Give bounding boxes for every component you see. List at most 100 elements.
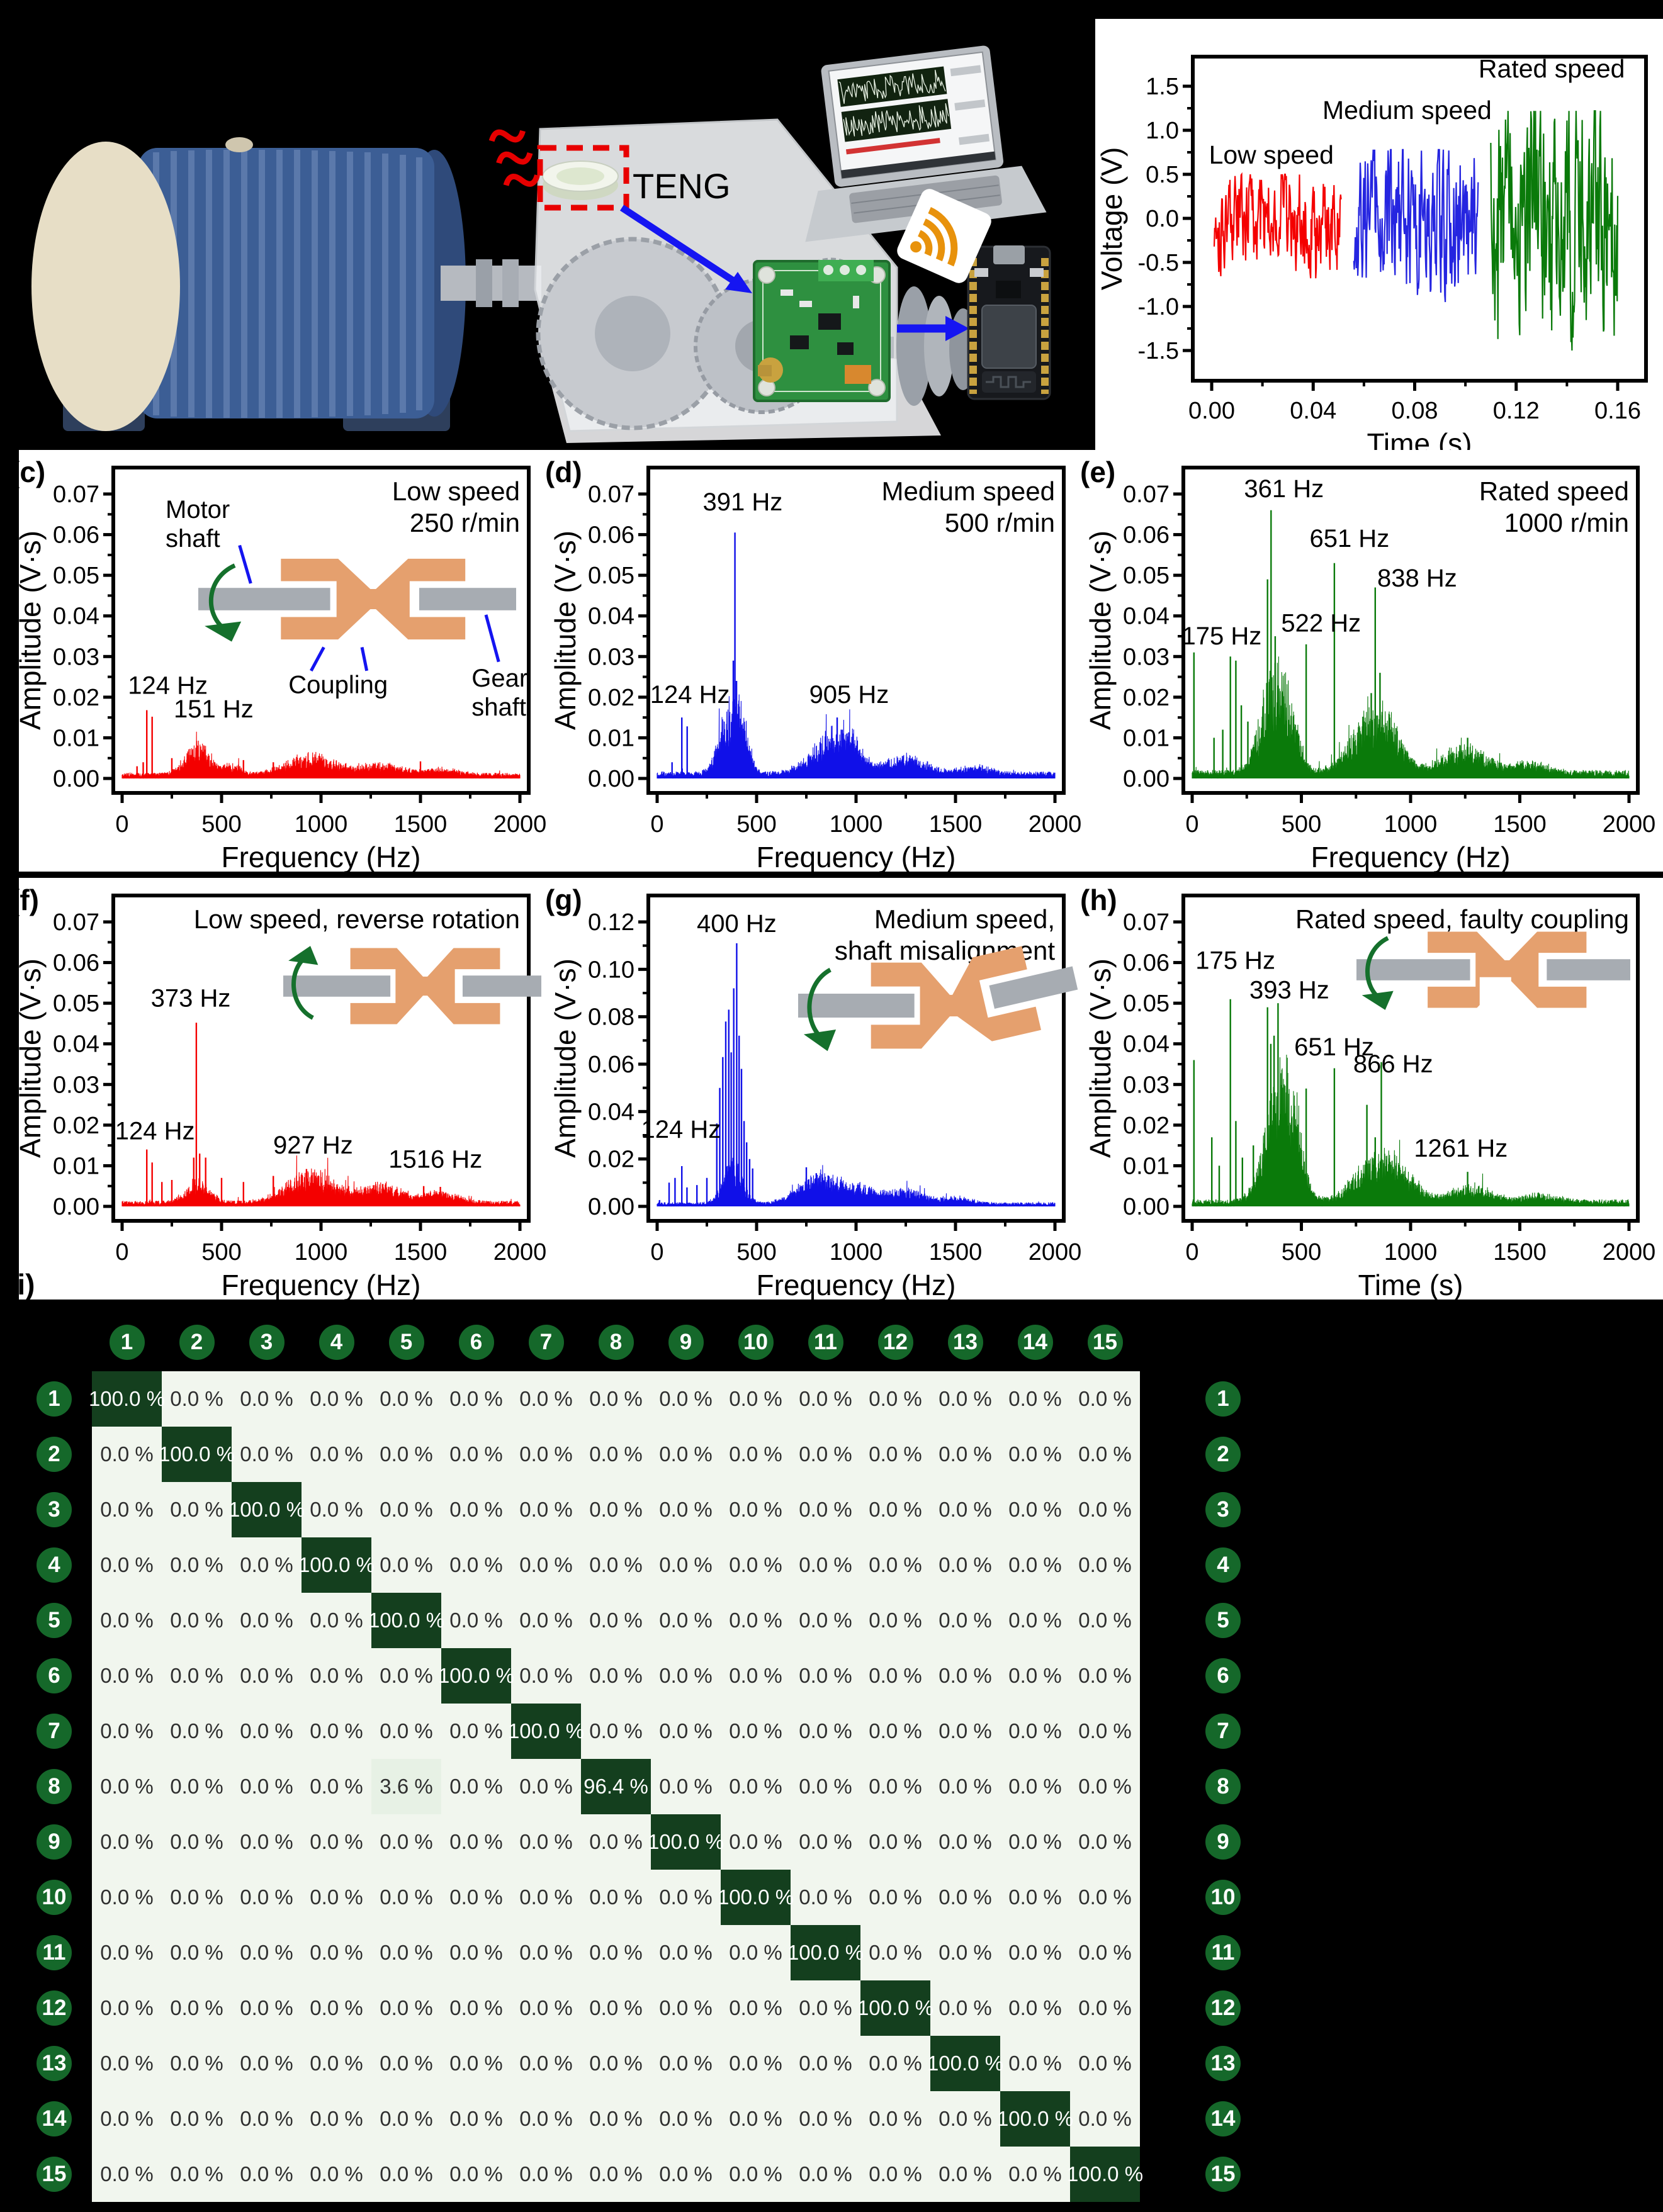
matrix-cell: 0.0 %: [729, 2107, 782, 2130]
matrix-cell: 0.0 %: [100, 1719, 154, 1743]
matrix-cell: 0.0 %: [240, 1608, 293, 1632]
matrix-row-badge-right: 7: [1205, 1714, 1241, 1749]
matrix-cell: 0.0 %: [449, 1941, 503, 1964]
x-tick-label: 0: [1185, 1239, 1198, 1266]
matrix-cell: 0.0 %: [1078, 2052, 1132, 2075]
y-axis-title: Amplitude (V·s): [19, 958, 47, 1158]
y-axis-title: Amplitude (V·s): [1089, 958, 1117, 1158]
matrix-cell: 0.0 %: [729, 1387, 782, 1410]
x-tick-label: 2000: [493, 811, 547, 838]
matrix-cell: 0.0 %: [240, 1941, 293, 1964]
panel-b: 0.00 0.04 0.08 0.12 0.16 1.5 1.0 0.5 0.0 -0.5 -1.0…: [1095, 19, 1663, 463]
matrix-cell: 0.0 %: [100, 1608, 154, 1632]
x-tick-label: 500: [201, 811, 241, 838]
matrix-cell: 0.0 %: [310, 2107, 363, 2130]
x-tick-label: 500: [736, 811, 776, 838]
waveform-medium-speed: [1353, 149, 1479, 303]
matrix-cell: 0.0 %: [589, 1830, 643, 1853]
matrix-cell: 0.0 %: [659, 2162, 713, 2186]
matrix-cell: 0.0 %: [449, 2107, 503, 2130]
matrix-cell: 0.0 %: [1078, 1830, 1132, 1853]
panel-label-i: (i): [8, 1268, 35, 1301]
waveform-low-speed: [1213, 172, 1342, 279]
matrix-row-badge-right: 11: [1205, 1935, 1241, 1970]
y-tick-label: 1.0: [1146, 118, 1179, 144]
series-label: Rated speed: [1479, 54, 1625, 83]
spectrum-trace: [121, 731, 521, 779]
y-tick-label: 0.00: [588, 1194, 634, 1220]
x-tick-label: 1500: [929, 811, 983, 838]
matrix-cell: 100.0 %: [857, 1980, 933, 2036]
panel-title: 500 r/min: [945, 508, 1055, 537]
panel-title: Rated speed, faulty coupling: [1295, 904, 1629, 934]
matrix-cell: 0.0 %: [310, 2052, 363, 2075]
matrix-cell: 0.0 %: [589, 2052, 643, 2075]
matrix-cell: 0.0 %: [869, 1719, 922, 1743]
matrix-cell: 100.0 %: [508, 1704, 584, 1759]
peak-annotation: 651 Hz: [1309, 525, 1389, 553]
matrix-cell: 0.0 %: [100, 2107, 154, 2130]
matrix-cell: 0.0 %: [869, 2107, 922, 2130]
matrix-cell: 0.0 %: [659, 1885, 713, 1909]
panel-label-h: (h): [1080, 884, 1117, 916]
matrix-cell: 0.0 %: [240, 2107, 293, 2130]
matrix-cell: 0.0 %: [170, 1553, 223, 1576]
x-tick-label: 0: [1185, 811, 1198, 838]
x-tick-label: 2000: [1029, 1239, 1082, 1266]
teng-sensor: [542, 160, 619, 200]
matrix-cell: 0.0 %: [939, 2162, 992, 2186]
svg-text:shaft: shaft: [166, 525, 220, 553]
gear-shaft-rect: [419, 588, 516, 610]
matrix-cell: 0.0 %: [1008, 1996, 1062, 2019]
x-tick-label: 1000: [295, 1239, 348, 1266]
peak-annotation: 124 Hz: [115, 1117, 195, 1145]
y-tick-label: 0.05: [1123, 563, 1170, 589]
matrix-cell: 0.0 %: [939, 1608, 992, 1632]
y-tick-label: 0.04: [53, 604, 99, 630]
matrix-cell: 0.0 %: [380, 1996, 433, 2019]
svg-text:shaft: shaft: [471, 693, 526, 721]
matrix-cell: 100.0 %: [228, 1482, 305, 1537]
matrix-cell: 0.0 %: [869, 1941, 922, 1964]
y-axis-title: Amplitude (V·s): [554, 531, 582, 730]
peak-annotation: 651 Hz: [1294, 1033, 1374, 1061]
matrix-cell: 0.0 %: [310, 1608, 363, 1632]
y-tick-label: 0.04: [1123, 604, 1170, 630]
panel-e: 0 500 1000 1500 2000 0.00 0.01 0.02 0.03 0.04 0.05…: [1089, 450, 1663, 872]
matrix-cell: 0.0 %: [519, 2107, 573, 2130]
matrix-cell: 0.0 %: [659, 1553, 713, 1576]
matrix-cell: 0.0 %: [170, 1996, 223, 2019]
y-tick-label: 0.06: [588, 1052, 634, 1078]
matrix-row-badge-right: 15: [1205, 2157, 1241, 2192]
y-tick-label: 0.03: [588, 644, 634, 670]
matrix-cell: 0.0 %: [380, 1553, 433, 1576]
x-tick-label: 500: [1282, 811, 1321, 838]
matrix-cell: 0.0 %: [799, 1608, 852, 1632]
y-tick-label: 1.5: [1146, 74, 1179, 100]
y-tick-label: 0.01: [53, 725, 99, 751]
gear-shaft-label: Gear: [471, 665, 527, 692]
matrix-cell: 0.0 %: [519, 1498, 573, 1521]
matrix-cell: 100.0 %: [997, 2091, 1073, 2147]
series-label: Low speed: [1209, 140, 1334, 169]
matrix-cell: 0.0 %: [1008, 2052, 1062, 2075]
matrix-cell: 0.0 %: [100, 1830, 154, 1853]
matrix-cell: 0.0 %: [589, 1553, 643, 1576]
matrix-cell: 100.0 %: [438, 1648, 514, 1704]
matrix-cell: 0.0 %: [380, 1664, 433, 1687]
x-tick-label: 1000: [830, 811, 883, 838]
matrix-cell: 0.0 %: [1008, 1941, 1062, 1964]
y-tick-label: 0.03: [1123, 1072, 1170, 1098]
matrix-cell: 0.0 %: [449, 1885, 503, 1909]
matrix-cell: 0.0 %: [100, 1664, 154, 1687]
matrix-cell: 0.0 %: [240, 1775, 293, 1798]
matrix-row-badge-right: 9: [1205, 1824, 1241, 1860]
matrix-cell: 0.0 %: [869, 1775, 922, 1798]
peak-annotation: 393 Hz: [1249, 976, 1329, 1004]
y-tick-label: 0.00: [53, 766, 99, 792]
arrow-teng-to-amplifier: [619, 205, 752, 293]
matrix-cell: 3.6 %: [371, 1759, 441, 1814]
matrix-cell: 0.0 %: [519, 1830, 573, 1853]
matrix-row-badge-left: 11: [37, 1935, 72, 1970]
